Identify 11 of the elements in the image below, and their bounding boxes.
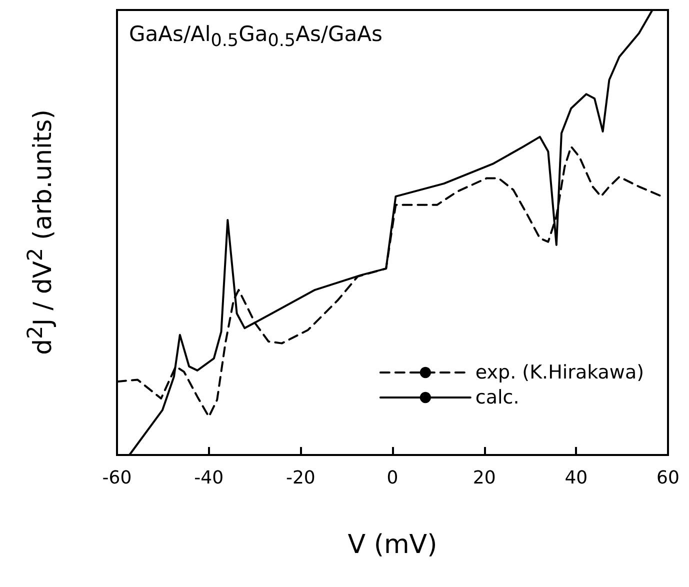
x-tick-label: 20 xyxy=(472,468,496,488)
legend-label: exp. (K.Hirakawa) xyxy=(475,362,644,384)
x-tick-label: 40 xyxy=(564,468,588,488)
x-tick-label: 60 xyxy=(656,468,680,488)
x-axis-title: V (mV) xyxy=(346,530,438,560)
x-tick-label: 0 xyxy=(386,468,398,488)
x-tick-label: -40 xyxy=(194,468,224,488)
annotation: GaAs/Al$_{0.5}$Ga$_{0.5}$As/GaAs xyxy=(129,22,382,52)
x-tick-label: -60 xyxy=(102,468,132,488)
legend-label: calc. xyxy=(475,386,520,408)
x-tick-label: -20 xyxy=(286,468,316,488)
